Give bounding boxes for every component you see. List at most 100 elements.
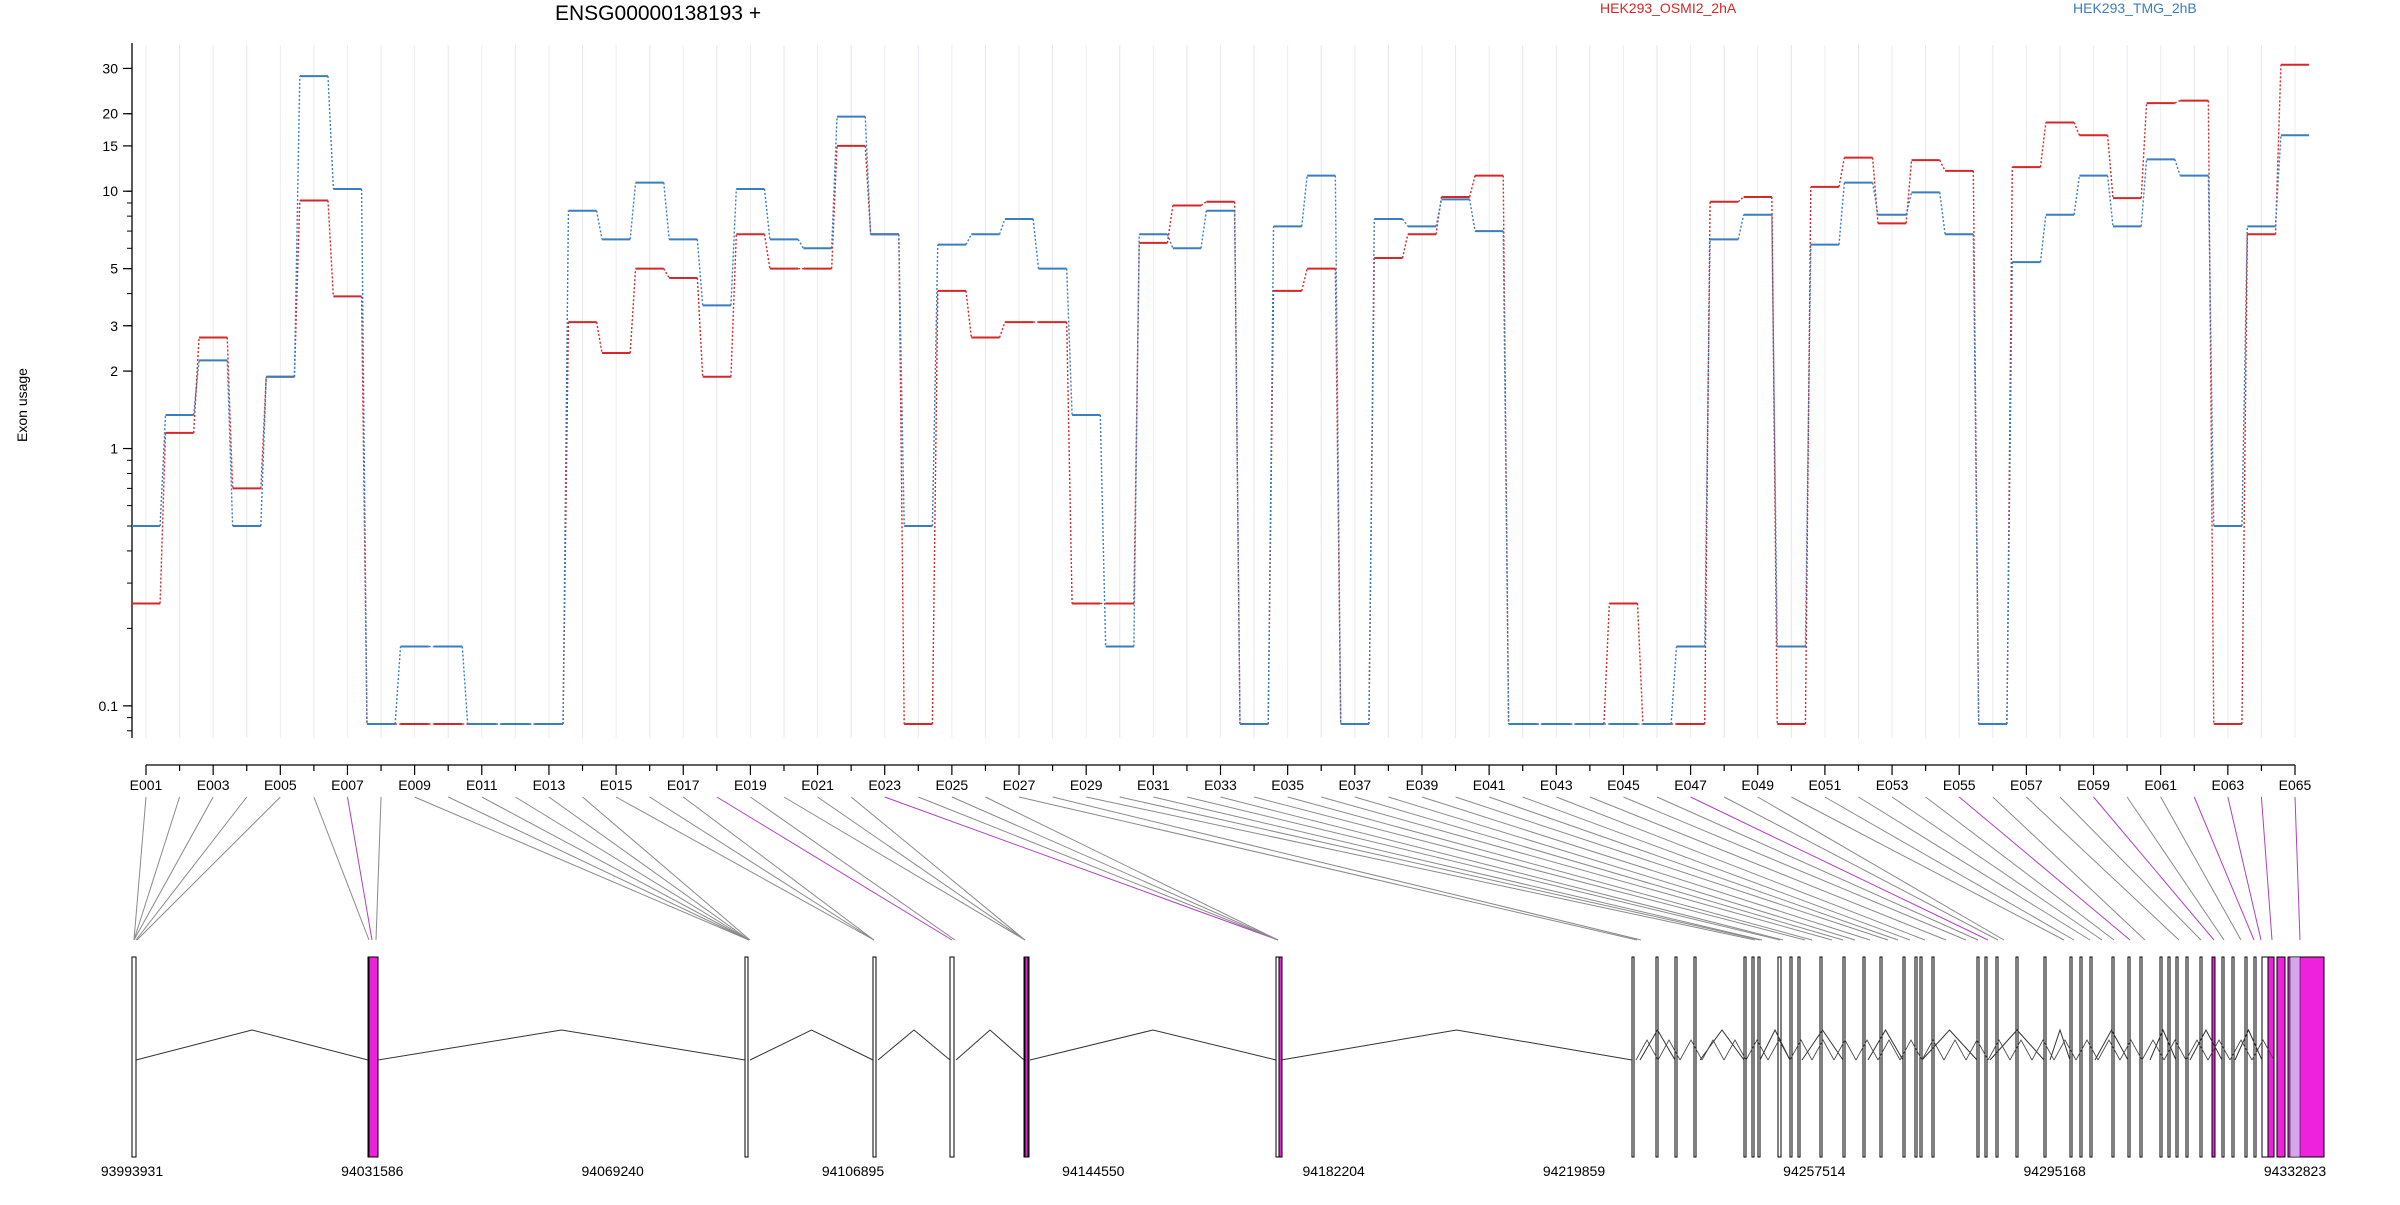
exon-block	[2175, 956, 2179, 1158]
exon-link	[133, 796, 214, 941]
series-connector	[2140, 159, 2148, 227]
exon-link	[1421, 796, 1871, 941]
series-connector	[1099, 414, 1107, 647]
series-connector	[2073, 175, 2081, 215]
exon-link	[817, 796, 1026, 941]
series-connector	[1737, 196, 1745, 203]
exon-link	[1992, 796, 2146, 941]
x-tick-label: E059	[2077, 777, 2110, 793]
exon-link	[1052, 796, 1642, 941]
intron-line	[2207, 1039, 2231, 1061]
intron-line	[2009, 1039, 2033, 1061]
intron-line	[377, 1029, 746, 1061]
x-tick-label: E011	[466, 777, 498, 793]
intron-line	[1833, 1039, 1857, 1061]
exon-link	[615, 796, 875, 941]
exon-block	[1842, 956, 1846, 1158]
series-connector	[864, 116, 872, 235]
exon-block	[1914, 956, 1918, 1158]
x-tick-label: E021	[801, 777, 834, 793]
exon-block-highlight	[1024, 956, 1029, 1158]
exon-link	[985, 796, 1279, 941]
exon-link	[135, 796, 248, 941]
intron-line	[1987, 1039, 2011, 1061]
intron-line	[1767, 1039, 1791, 1061]
exon-block	[2127, 956, 2131, 1158]
exon-link	[515, 796, 750, 941]
exon-link	[582, 796, 751, 941]
exon-link	[1723, 796, 1999, 941]
genomic-coordinate-label: 94106895	[822, 1163, 885, 1179]
exon-block	[872, 956, 877, 1158]
series-connector	[2241, 226, 2249, 527]
y-tick-label: 15	[102, 138, 118, 154]
exon-block	[1797, 956, 1801, 1158]
exon-block	[2089, 956, 2093, 1158]
exon-link	[1891, 796, 2103, 941]
genomic-coordinate-label: 94069240	[582, 1163, 645, 1179]
series-connector	[763, 234, 771, 269]
exon-link	[1119, 796, 1761, 941]
exon-link	[2227, 796, 2262, 941]
series-connector	[1636, 603, 1644, 725]
exon-link	[1824, 796, 2075, 941]
intron-line	[1789, 1039, 1813, 1061]
exon-block	[2079, 956, 2083, 1158]
exon-link	[414, 796, 750, 941]
exon-link	[951, 796, 1279, 941]
intron-line	[1921, 1039, 1945, 1061]
intron-line	[2141, 1039, 2165, 1061]
intron-line	[1921, 1029, 1978, 1061]
exon-link	[1018, 796, 1638, 941]
series-connector	[2174, 159, 2181, 176]
series-connector	[1905, 192, 1913, 215]
intron-line	[1639, 1029, 1676, 1061]
intron-line	[2097, 1039, 2121, 1061]
x-tick-label: E057	[2010, 777, 2043, 793]
exon-link	[1354, 796, 1844, 941]
intron-line	[1989, 1029, 2045, 1061]
genomic-coordinate-label: 94144550	[1062, 1163, 1125, 1179]
series-connector	[965, 233, 972, 245]
intron-line	[1877, 1039, 1901, 1061]
exon-link	[447, 796, 750, 941]
exon-link	[1757, 796, 2005, 941]
exon-block	[1674, 956, 1678, 1158]
exon-block-highlight	[368, 956, 379, 1158]
series-connector	[1401, 234, 1409, 259]
intron-line	[1029, 1029, 1277, 1061]
intron-line	[1701, 1039, 1725, 1061]
exon-block	[1757, 956, 1761, 1158]
intron-line	[955, 1029, 1025, 1061]
series-connector	[2006, 167, 2013, 725]
x-tick-label: E005	[264, 777, 297, 793]
series-connector	[1704, 201, 1711, 725]
exon-link	[1958, 796, 2131, 941]
x-tick-label: E025	[936, 777, 969, 793]
exon-block	[1751, 956, 1755, 1158]
exon-link	[850, 796, 1026, 941]
exon-link	[716, 796, 953, 941]
intron-line	[1899, 1039, 1923, 1061]
y-tick-label: 2	[110, 363, 118, 379]
series-connector	[1468, 175, 1476, 198]
exon-block	[1995, 956, 1999, 1158]
exon-link	[1623, 796, 1967, 941]
intron-line	[2189, 1028, 2223, 1061]
x-tick-label: E013	[533, 777, 566, 793]
x-tick-label: E043	[1540, 777, 1573, 793]
exon-block	[2167, 956, 2171, 1158]
y-axis-label: Exon usage	[14, 368, 30, 442]
exon-block-light	[2289, 956, 2301, 1158]
series-connector	[1939, 192, 1946, 235]
x-tick-label: E023	[868, 777, 901, 793]
exon-block	[1819, 956, 1823, 1158]
exon-link	[2260, 796, 2273, 941]
series-connector	[965, 290, 973, 338]
exon-link	[133, 796, 181, 941]
series-connector	[1871, 157, 1879, 224]
series-connector	[1871, 182, 1879, 215]
exon-block	[1631, 956, 1635, 1158]
exon-block	[2015, 956, 2019, 1158]
series-connector	[663, 268, 670, 279]
